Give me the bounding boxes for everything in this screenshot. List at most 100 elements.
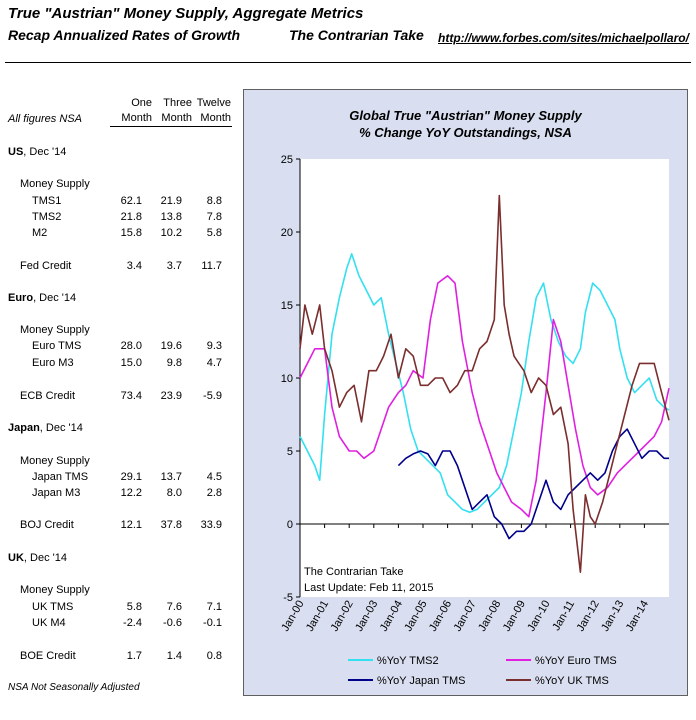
group-label: Money Supply (20, 178, 90, 190)
series-line (299, 194, 670, 574)
x-tick-label: Jan-08 (476, 599, 503, 634)
x-tick-label: Jan-01 (304, 599, 331, 634)
series-line (299, 253, 670, 514)
cell: 37.8 (160, 519, 182, 531)
cell: 21.8 (120, 211, 142, 223)
cell: 9.3 (206, 340, 222, 352)
source-url[interactable]: http://www.forbes.com/sites/michaelpolla… (438, 31, 689, 45)
x-tick-label: Jan-10 (525, 599, 552, 634)
report-title: True "Austrian" Money Supply, Aggregate … (8, 5, 364, 22)
cell: -0.6 (163, 617, 182, 629)
cell: 2.8 (206, 487, 222, 499)
cell: 1.4 (166, 650, 182, 662)
x-tick-label: Jan-11 (550, 599, 577, 633)
group-label: Money Supply (20, 324, 90, 336)
footnote: NSA Not Seasonally Adjusted (8, 682, 140, 693)
cell: 5.8 (126, 601, 142, 613)
group-label: Money Supply (20, 584, 90, 596)
cell: 62.1 (120, 195, 142, 207)
row-label: UK TMS (32, 601, 74, 613)
cell: 13.7 (160, 471, 182, 483)
section-title-uk: UK, Dec '14 (8, 552, 67, 564)
x-tick-label: Jan-04 (378, 599, 405, 634)
row-label: UK M4 (32, 617, 66, 629)
cell: 4.7 (206, 357, 222, 369)
line-chart: -50510152025Jan-00Jan-01Jan-02Jan-03Jan-… (279, 154, 670, 687)
x-tick-label: Jan-03 (353, 599, 380, 634)
cell: 8.0 (166, 487, 182, 499)
row-label: Euro TMS (32, 340, 82, 352)
cell: 15.8 (120, 227, 142, 239)
col-header-twelve-month: Twelve Month (196, 97, 231, 124)
brand-name: The Contrarian Take (289, 27, 424, 43)
chart-title: Global True "Austrian" Money Supply % Ch… (349, 108, 582, 140)
credit-label: BOJ Credit (20, 519, 74, 531)
credit-label: Fed Credit (20, 260, 72, 272)
cell: 5.8 (206, 227, 222, 239)
credit-label: ECB Credit (20, 390, 76, 402)
legend-label: %YoY TMS2 (377, 655, 439, 667)
row-label: M2 (32, 227, 48, 239)
credit-label: BOE Credit (20, 650, 76, 662)
section-title-euro: Euro, Dec '14 (8, 292, 77, 304)
cell: 3.4 (126, 260, 142, 272)
cell: 19.6 (160, 340, 182, 352)
section-title-us: US, Dec '14 (8, 146, 67, 158)
row-label: TMS2 (32, 211, 62, 223)
x-tick-label: Jan-02 (329, 599, 356, 634)
last-update: Last Update: Feb 11, 2015 (304, 582, 434, 594)
cell: 0.8 (206, 650, 222, 662)
cell: 3.7 (166, 260, 182, 272)
cell: 7.1 (206, 601, 222, 613)
row-label: TMS1 (32, 195, 62, 207)
legend-label: %YoY Euro TMS (535, 655, 617, 667)
cell: 73.4 (120, 390, 142, 402)
figures-note: All figures NSA (8, 113, 82, 125)
row-label: Euro M3 (32, 357, 74, 369)
cell: 21.9 (160, 195, 182, 207)
cell: 28.0 (120, 340, 142, 352)
cell: 33.9 (200, 519, 222, 531)
cell: 1.7 (126, 650, 142, 662)
x-tick-label: Jan-14 (624, 599, 651, 634)
x-tick-label: Jan-13 (599, 599, 626, 634)
cell: 29.1 (120, 471, 142, 483)
y-tick-label: 0 (287, 519, 293, 531)
y-tick-label: 5 (287, 446, 293, 458)
chart-credit: The Contrarian Take (304, 566, 404, 578)
legend-label: %YoY Japan TMS (377, 675, 465, 687)
cell: 7.8 (206, 211, 222, 223)
chart-panel: Global True "Austrian" Money Supply % Ch… (243, 89, 688, 696)
cell: 9.8 (166, 357, 182, 369)
col-header-three-month: Three Month (161, 97, 192, 124)
group-label: Money Supply (20, 455, 90, 467)
report-subtitle: Recap Annualized Rates of Growth (8, 27, 241, 43)
x-tick-label: Jan-12 (575, 599, 602, 634)
legend-label: %YoY UK TMS (535, 675, 609, 687)
growth-rates-table: All figures NSA One Month Three Month Twel… (0, 0, 240, 720)
x-tick-label: Jan-05 (402, 599, 429, 634)
x-tick-label: Jan-07 (452, 599, 479, 634)
cell: 15.0 (120, 357, 142, 369)
cell: -0.1 (203, 617, 222, 629)
y-tick-label: 15 (281, 300, 293, 312)
section-title-japan: Japan, Dec '14 (8, 422, 83, 434)
series-line (397, 428, 669, 540)
y-tick-label: 25 (281, 154, 293, 166)
cell: 4.5 (206, 471, 222, 483)
cell: 12.2 (120, 487, 142, 499)
col-header-underline (110, 126, 232, 127)
cell: 10.2 (160, 227, 182, 239)
series-line (299, 275, 670, 518)
cell: -2.4 (123, 617, 142, 629)
cell: 11.7 (201, 260, 222, 272)
cell: 23.9 (160, 390, 182, 402)
header-divider (5, 62, 691, 63)
cell: 13.8 (160, 211, 182, 223)
x-tick-label: Jan-06 (427, 599, 454, 634)
y-tick-label: 10 (281, 373, 293, 385)
cell: 7.6 (166, 601, 182, 613)
x-tick-label: Jan-09 (501, 599, 528, 634)
cell: 12.1 (120, 519, 142, 531)
y-tick-label: -5 (283, 592, 293, 604)
